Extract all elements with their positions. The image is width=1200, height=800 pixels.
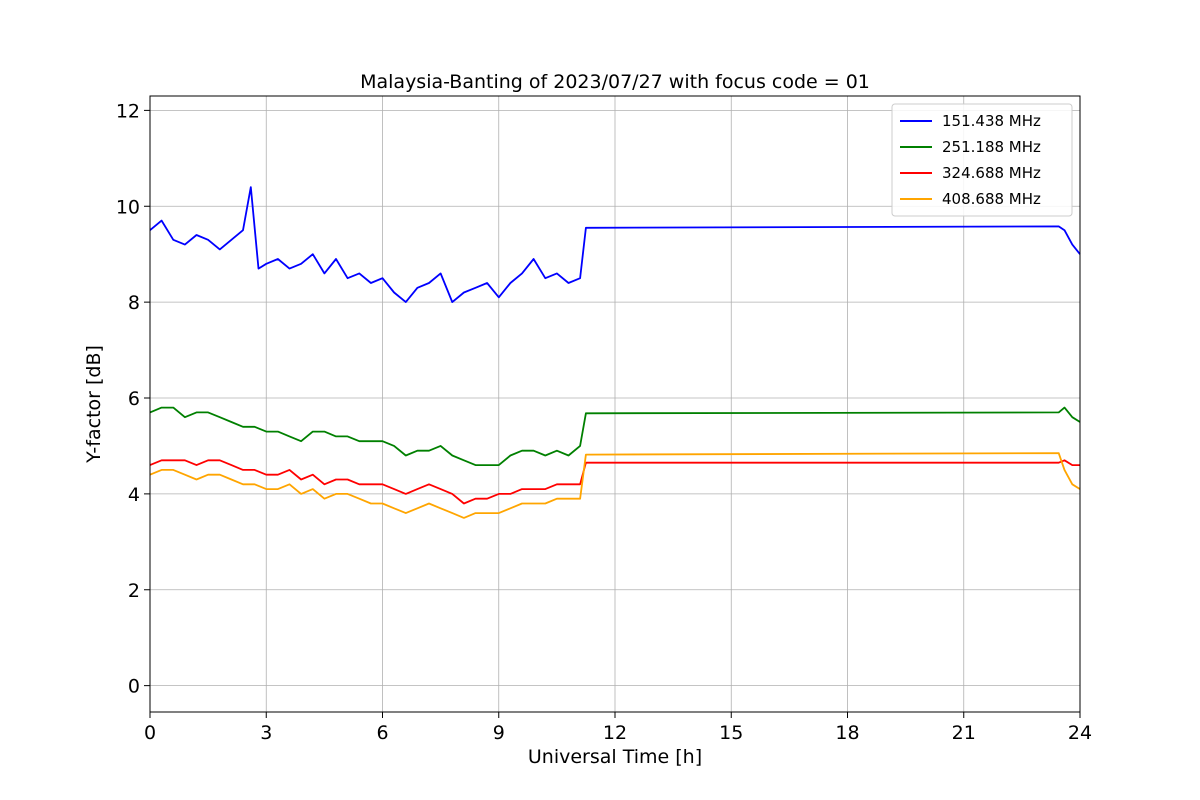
x-tick-label: 6 — [376, 722, 388, 744]
series-layer — [149, 186, 1081, 519]
grid — [149, 96, 1081, 712]
x-tick-label: 0 — [144, 722, 156, 744]
legend-label: 151.438 MHz — [942, 112, 1041, 130]
y-tick-label: 10 — [116, 196, 140, 218]
legend-box — [891, 103, 1073, 217]
legend: 151.438 MHz 251.188 MHz 324.688 MHz 408.688… — [891, 103, 1073, 217]
x-tick-label: 24 — [1068, 722, 1092, 744]
y-tick-label: 4 — [128, 484, 140, 506]
y-tick-label: 12 — [116, 100, 140, 122]
legend-label: 251.188 MHz — [942, 138, 1041, 156]
y-axis-label: Y-factor [dB] — [83, 345, 105, 464]
x-tick-label: 21 — [952, 722, 976, 744]
series-line-4 — [149, 452, 1081, 519]
chart-title: Malaysia-Banting of 2023/07/27 with focu… — [360, 71, 870, 93]
x-tick-label: 9 — [493, 722, 505, 744]
x-tick-label: 12 — [603, 722, 627, 744]
x-tick-label: 18 — [835, 722, 859, 744]
legend-label: 324.688 MHz — [942, 164, 1041, 182]
y-tick-label: 6 — [128, 388, 140, 410]
y-tick-label: 2 — [128, 580, 140, 602]
series-line-1 — [149, 186, 1081, 304]
y-tick-label: 0 — [128, 676, 140, 698]
x-tick-label: 3 — [260, 722, 272, 744]
series-line-3 — [149, 459, 1080, 505]
x-axis-label: Universal Time [h] — [528, 746, 702, 768]
series-line-2 — [149, 406, 1081, 467]
y-tick-label: 8 — [128, 292, 140, 314]
legend-label: 408.688 MHz — [942, 190, 1041, 208]
x-tick-label: 15 — [719, 722, 743, 744]
